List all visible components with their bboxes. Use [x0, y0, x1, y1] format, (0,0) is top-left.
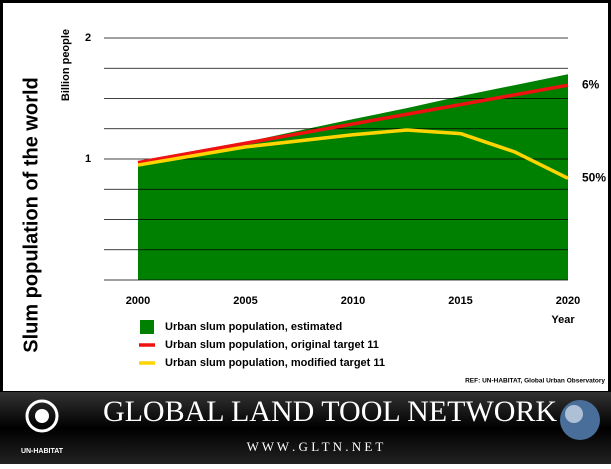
annotation: 6% — [582, 77, 600, 91]
line — [137, 128, 569, 180]
globe-cloud — [565, 405, 583, 423]
banner-url: W W W . G L T N . N E T — [247, 439, 384, 454]
y-tick-label: 1 — [85, 153, 91, 165]
legend-label: Urban slum population, estimated — [165, 321, 342, 333]
area — [138, 74, 568, 280]
x-tick-label: 2010 — [341, 295, 365, 307]
x-tick-label: 2015 — [448, 295, 472, 307]
legend-label: Urban slum population, modified target 1… — [165, 357, 385, 369]
legend-label: Urban slum population, original target 1… — [165, 339, 379, 351]
logo-ring — [25, 399, 59, 433]
logo-core — [35, 409, 49, 423]
x-tick-label: 2000 — [126, 295, 150, 307]
y-tick-label: 2 — [85, 32, 91, 44]
chart-title: Slum population of the world — [20, 77, 42, 353]
reference: REF: UN-HABITAT, Global Urban Observator… — [465, 378, 605, 385]
x-axis-label: Year — [551, 314, 575, 326]
banner — [0, 392, 611, 464]
annotation: 50% — [582, 171, 606, 185]
y-axis-label: Billion people — [60, 29, 72, 101]
line — [137, 83, 569, 165]
legend-swatch — [140, 320, 154, 334]
x-tick-label: 2020 — [556, 295, 580, 307]
logo-text: UN-HABITAT — [21, 448, 64, 455]
banner-title: GLOBAL LAND TOOL NETWORK — [103, 395, 557, 428]
x-tick-label: 2005 — [233, 295, 257, 307]
